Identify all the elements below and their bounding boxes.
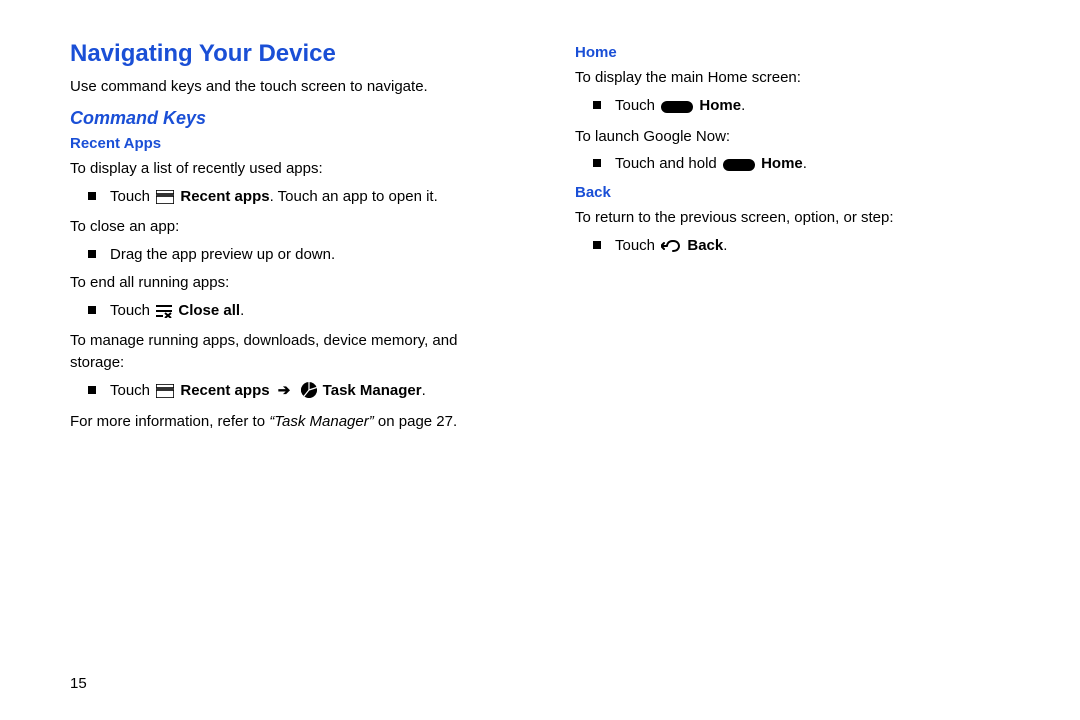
text-bold: Close all bbox=[178, 302, 240, 319]
two-column-layout: Navigating Your Device Use command keys … bbox=[70, 40, 1020, 438]
right-column: Home To display the main Home screen: To… bbox=[575, 40, 1020, 438]
intro-text: Use command keys and the touch screen to… bbox=[70, 76, 515, 98]
recent-apps-p3: To end all running apps: bbox=[70, 272, 515, 294]
text-bold: Home bbox=[761, 155, 803, 172]
text: . Touch an app to open it. bbox=[270, 188, 438, 205]
bullet-icon bbox=[593, 101, 601, 109]
bullet-home: Touch Home. bbox=[575, 95, 1020, 120]
recent-apps-p2: To close an app: bbox=[70, 216, 515, 238]
text: Touch bbox=[110, 382, 154, 399]
bullet-google-now: Touch and hold Home. bbox=[575, 153, 1020, 178]
task-manager-icon bbox=[301, 382, 317, 405]
page-number: 15 bbox=[70, 675, 87, 692]
text: Touch bbox=[615, 237, 659, 254]
topic-home: Home bbox=[575, 44, 1020, 61]
bullet-task-manager: Touch Recent apps ➔ Task Manager. bbox=[70, 380, 515, 405]
arrow-icon: ➔ bbox=[278, 382, 291, 399]
text: . bbox=[803, 155, 807, 172]
text: Touch and hold bbox=[615, 155, 721, 172]
manual-page: Navigating Your Device Use command keys … bbox=[0, 0, 1080, 720]
topic-recent-apps: Recent Apps bbox=[70, 135, 515, 152]
bullet-text: Touch Recent apps. Touch an app to open … bbox=[110, 186, 438, 211]
text: Touch bbox=[110, 188, 154, 205]
text: Touch bbox=[615, 97, 659, 114]
text-bold: Recent apps bbox=[180, 188, 269, 205]
subsection-command-keys: Command Keys bbox=[70, 108, 515, 129]
text: . bbox=[723, 237, 727, 254]
left-column: Navigating Your Device Use command keys … bbox=[70, 40, 515, 438]
bullet-text: Touch and hold Home. bbox=[615, 153, 807, 178]
bullet-close-all: Touch Close all. bbox=[70, 300, 515, 325]
bullet-text: Drag the app preview up or down. bbox=[110, 244, 335, 266]
bullet-icon bbox=[88, 192, 96, 200]
back-icon bbox=[661, 238, 681, 260]
bullet-icon bbox=[88, 306, 96, 314]
bullet-icon bbox=[88, 386, 96, 394]
home-p2: To launch Google Now: bbox=[575, 126, 1020, 148]
bullet-icon bbox=[88, 250, 96, 258]
bullet-text: Touch Recent apps ➔ Task Manager. bbox=[110, 380, 426, 405]
text: on page 27. bbox=[374, 413, 457, 430]
recent-apps-icon bbox=[156, 189, 174, 211]
bullet-close-app: Drag the app preview up or down. bbox=[70, 244, 515, 266]
recent-apps-ref: For more information, refer to “Task Man… bbox=[70, 411, 515, 433]
recent-apps-p1: To display a list of recently used apps: bbox=[70, 158, 515, 180]
text: . bbox=[422, 382, 426, 399]
bullet-back: Touch Back. bbox=[575, 235, 1020, 260]
close-all-icon bbox=[156, 303, 172, 325]
back-p1: To return to the previous screen, option… bbox=[575, 207, 1020, 229]
bullet-icon bbox=[593, 241, 601, 249]
bullet-text: Touch Home. bbox=[615, 95, 745, 120]
home-p1: To display the main Home screen: bbox=[575, 67, 1020, 89]
text: Touch bbox=[110, 302, 154, 319]
bullet-icon bbox=[593, 159, 601, 167]
recent-apps-icon bbox=[156, 383, 174, 405]
bullet-text: Touch Close all. bbox=[110, 300, 244, 325]
text-italic: “Task Manager” bbox=[269, 413, 374, 430]
text: . bbox=[741, 97, 745, 114]
home-button-icon bbox=[661, 98, 693, 120]
text-bold: Task Manager bbox=[323, 382, 422, 399]
home-button-icon bbox=[723, 156, 755, 178]
bullet-recent-apps-open: Touch Recent apps. Touch an app to open … bbox=[70, 186, 515, 211]
text-bold: Recent apps bbox=[180, 382, 269, 399]
text: For more information, refer to bbox=[70, 413, 269, 430]
text-bold: Home bbox=[699, 97, 741, 114]
text: . bbox=[240, 302, 244, 319]
recent-apps-p4: To manage running apps, downloads, devic… bbox=[70, 330, 515, 374]
text-bold: Back bbox=[687, 237, 723, 254]
section-title: Navigating Your Device bbox=[70, 40, 515, 68]
topic-back: Back bbox=[575, 184, 1020, 201]
bullet-text: Touch Back. bbox=[615, 235, 727, 260]
